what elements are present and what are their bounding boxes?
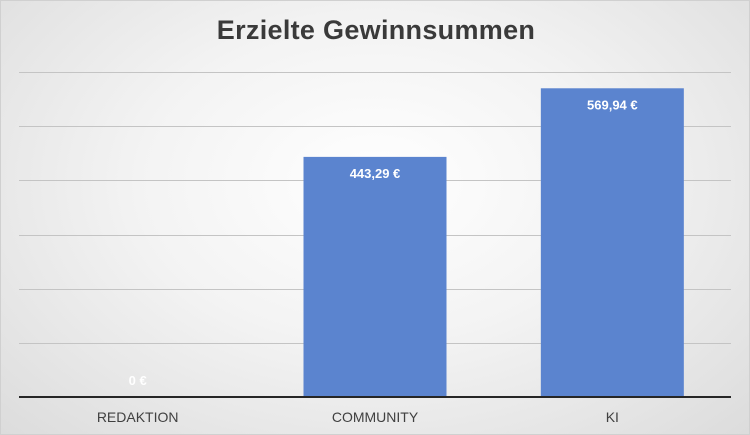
data-label-community: 443,29 € <box>350 166 401 181</box>
x-tick-label-community: COMMUNITY <box>332 409 419 425</box>
chart-title: Erzielte Gewinnsummen <box>216 15 536 45</box>
bar-ki <box>540 88 684 397</box>
data-label-ki: 569,94 € <box>587 97 638 112</box>
bar-community <box>303 156 447 397</box>
x-tick-label-ki: KI <box>606 409 619 425</box>
x-tick-label-redaktion: REDAKTION <box>97 409 179 425</box>
data-label-redaktion: 0 € <box>129 373 147 388</box>
